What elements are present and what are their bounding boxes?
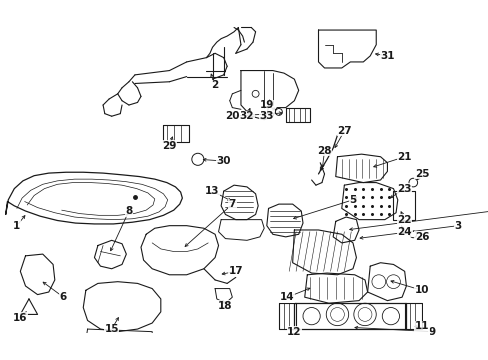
Text: 16: 16 bbox=[13, 313, 27, 323]
Polygon shape bbox=[20, 254, 55, 294]
Text: 5: 5 bbox=[348, 195, 356, 205]
Polygon shape bbox=[318, 30, 375, 68]
Polygon shape bbox=[20, 299, 38, 314]
Text: 11: 11 bbox=[414, 321, 428, 332]
Polygon shape bbox=[304, 273, 367, 303]
Polygon shape bbox=[215, 289, 232, 303]
Text: 8: 8 bbox=[125, 206, 132, 216]
Text: 7: 7 bbox=[228, 199, 236, 209]
Text: 24: 24 bbox=[397, 227, 411, 237]
Text: 13: 13 bbox=[205, 186, 219, 196]
Text: 2: 2 bbox=[211, 80, 218, 90]
Text: 30: 30 bbox=[216, 156, 230, 166]
Circle shape bbox=[409, 231, 416, 238]
Polygon shape bbox=[6, 172, 182, 224]
Text: 19: 19 bbox=[259, 100, 273, 110]
Polygon shape bbox=[335, 154, 386, 183]
Text: 18: 18 bbox=[218, 301, 232, 311]
Polygon shape bbox=[163, 125, 189, 142]
Polygon shape bbox=[294, 303, 406, 329]
Circle shape bbox=[191, 153, 203, 165]
Text: 3: 3 bbox=[453, 221, 461, 231]
Text: 12: 12 bbox=[286, 327, 301, 337]
Polygon shape bbox=[141, 226, 218, 275]
Text: 31: 31 bbox=[379, 51, 394, 61]
Polygon shape bbox=[278, 303, 296, 329]
Text: 28: 28 bbox=[317, 146, 331, 156]
Text: 26: 26 bbox=[414, 232, 428, 242]
Polygon shape bbox=[285, 108, 309, 122]
Text: 29: 29 bbox=[162, 140, 176, 150]
Text: 22: 22 bbox=[397, 215, 411, 225]
Polygon shape bbox=[367, 263, 406, 301]
Polygon shape bbox=[94, 240, 126, 269]
Text: 17: 17 bbox=[228, 266, 243, 276]
Polygon shape bbox=[341, 183, 397, 220]
Text: 9: 9 bbox=[428, 327, 435, 337]
Text: 6: 6 bbox=[60, 292, 67, 302]
Text: 21: 21 bbox=[397, 152, 411, 162]
Polygon shape bbox=[393, 191, 414, 220]
Polygon shape bbox=[292, 230, 356, 275]
Polygon shape bbox=[266, 204, 303, 237]
Text: 20: 20 bbox=[224, 111, 239, 121]
Text: 1: 1 bbox=[13, 221, 20, 231]
Polygon shape bbox=[241, 71, 298, 120]
Text: 32: 32 bbox=[239, 111, 254, 121]
Polygon shape bbox=[221, 185, 258, 220]
Text: 27: 27 bbox=[336, 126, 351, 136]
Text: 14: 14 bbox=[280, 292, 294, 302]
Polygon shape bbox=[218, 220, 264, 240]
Text: 25: 25 bbox=[414, 169, 428, 179]
Polygon shape bbox=[404, 303, 421, 329]
Text: 15: 15 bbox=[104, 324, 119, 334]
Polygon shape bbox=[86, 329, 152, 352]
Circle shape bbox=[408, 178, 417, 187]
Text: 23: 23 bbox=[397, 184, 411, 194]
Text: 33: 33 bbox=[259, 111, 273, 121]
Polygon shape bbox=[83, 282, 161, 332]
Circle shape bbox=[275, 108, 282, 115]
Text: 10: 10 bbox=[414, 285, 428, 295]
Polygon shape bbox=[332, 217, 358, 243]
